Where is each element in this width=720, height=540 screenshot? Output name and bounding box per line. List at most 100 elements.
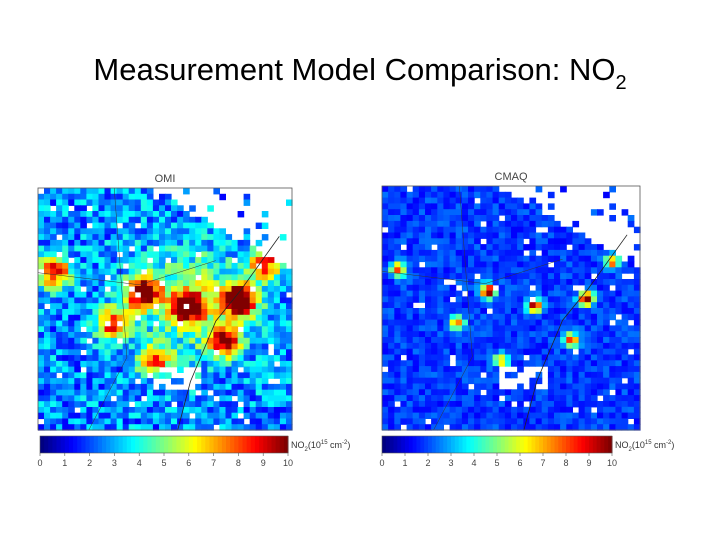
map-cell — [165, 401, 172, 408]
colorbar-step — [197, 436, 202, 453]
map-cell — [207, 262, 214, 270]
map-cell — [535, 267, 543, 274]
map-cell — [134, 372, 142, 379]
map-cell — [122, 188, 130, 195]
map-cell — [165, 389, 172, 397]
map-cell — [431, 395, 438, 402]
map-cell — [449, 290, 457, 297]
map-cell — [74, 234, 81, 241]
map-cell — [128, 216, 136, 224]
map-cell — [255, 343, 263, 350]
map-cell — [400, 371, 408, 379]
map-cell — [44, 274, 51, 281]
map-cell — [177, 228, 184, 235]
map-cell — [480, 308, 487, 315]
map-cell — [189, 291, 196, 299]
map-cell — [584, 371, 592, 379]
map-cell — [529, 279, 537, 286]
map-cell — [152, 257, 160, 264]
map-cell — [388, 412, 395, 419]
map-cell — [486, 389, 494, 396]
map-cell — [449, 377, 457, 385]
map-cell — [122, 332, 130, 339]
state-border — [381, 185, 563, 431]
map-cell — [225, 424, 233, 431]
map-cell — [44, 349, 51, 356]
colorbar-step — [497, 436, 502, 453]
map-cell — [201, 424, 208, 431]
map-cell — [80, 216, 87, 224]
map-cell — [267, 418, 275, 425]
colorbar-step — [428, 436, 433, 453]
map-cell — [504, 371, 512, 379]
map-cell — [56, 262, 63, 270]
map-cell — [461, 308, 469, 315]
map-cell — [584, 389, 592, 396]
map-cell — [615, 308, 623, 315]
map-cell — [255, 418, 263, 425]
colorbar-step — [68, 436, 74, 453]
colorbar-step — [226, 436, 231, 453]
colorbar-step — [554, 436, 559, 453]
map-cell — [560, 186, 567, 193]
map-cell — [449, 197, 457, 204]
map-cell — [406, 406, 414, 414]
map-cell — [412, 354, 420, 361]
map-cell — [171, 389, 178, 397]
map-cell — [44, 251, 51, 258]
map-cell — [406, 238, 414, 245]
map-cell — [243, 326, 251, 333]
map-cell — [517, 337, 524, 344]
map-cell — [104, 262, 112, 270]
map-cell — [492, 406, 500, 414]
map-cell — [523, 255, 530, 263]
map-cell — [541, 232, 549, 239]
map-cell — [572, 313, 580, 321]
map-cell — [609, 337, 616, 344]
map-cell — [412, 337, 420, 344]
map-cell — [140, 303, 148, 310]
map-cell — [590, 389, 598, 396]
map-cell — [243, 407, 251, 414]
map-cell — [511, 215, 518, 222]
map-cell — [62, 372, 69, 379]
map-cell — [474, 366, 481, 373]
map-cell — [237, 245, 245, 252]
map-cell — [584, 296, 592, 303]
map-cell — [621, 389, 629, 396]
map-cell — [74, 337, 81, 345]
map-cell — [56, 222, 63, 229]
map-cell — [68, 280, 75, 287]
map-cell — [431, 348, 438, 356]
colorbar-step — [52, 436, 58, 453]
map-cell — [461, 395, 469, 402]
map-cell — [418, 342, 426, 350]
map-cell — [504, 290, 512, 297]
map-cell — [219, 297, 226, 304]
map-cell — [449, 261, 457, 268]
map-cell — [50, 314, 57, 322]
map-cell — [159, 251, 166, 258]
map-cell — [225, 401, 233, 408]
map-cell — [279, 343, 287, 350]
map-cell — [498, 331, 506, 338]
map-cell — [255, 378, 263, 385]
map-cell — [468, 401, 475, 408]
map-cell — [152, 418, 160, 425]
map-cell — [86, 332, 93, 339]
map-cell — [474, 319, 481, 326]
map-cell — [231, 372, 239, 379]
map-cell — [128, 337, 136, 345]
map-cell — [382, 360, 389, 367]
map-cell — [62, 355, 69, 362]
colorbar-tick-label: 4 — [471, 458, 476, 468]
map-cell — [388, 424, 395, 431]
map-cell — [388, 209, 395, 216]
map-cell — [116, 228, 124, 235]
map-cell — [615, 424, 623, 431]
map-cell — [560, 232, 567, 239]
map-cell — [468, 220, 475, 228]
coastline — [523, 234, 628, 431]
map-cell — [231, 360, 239, 368]
map-cell — [418, 244, 426, 251]
